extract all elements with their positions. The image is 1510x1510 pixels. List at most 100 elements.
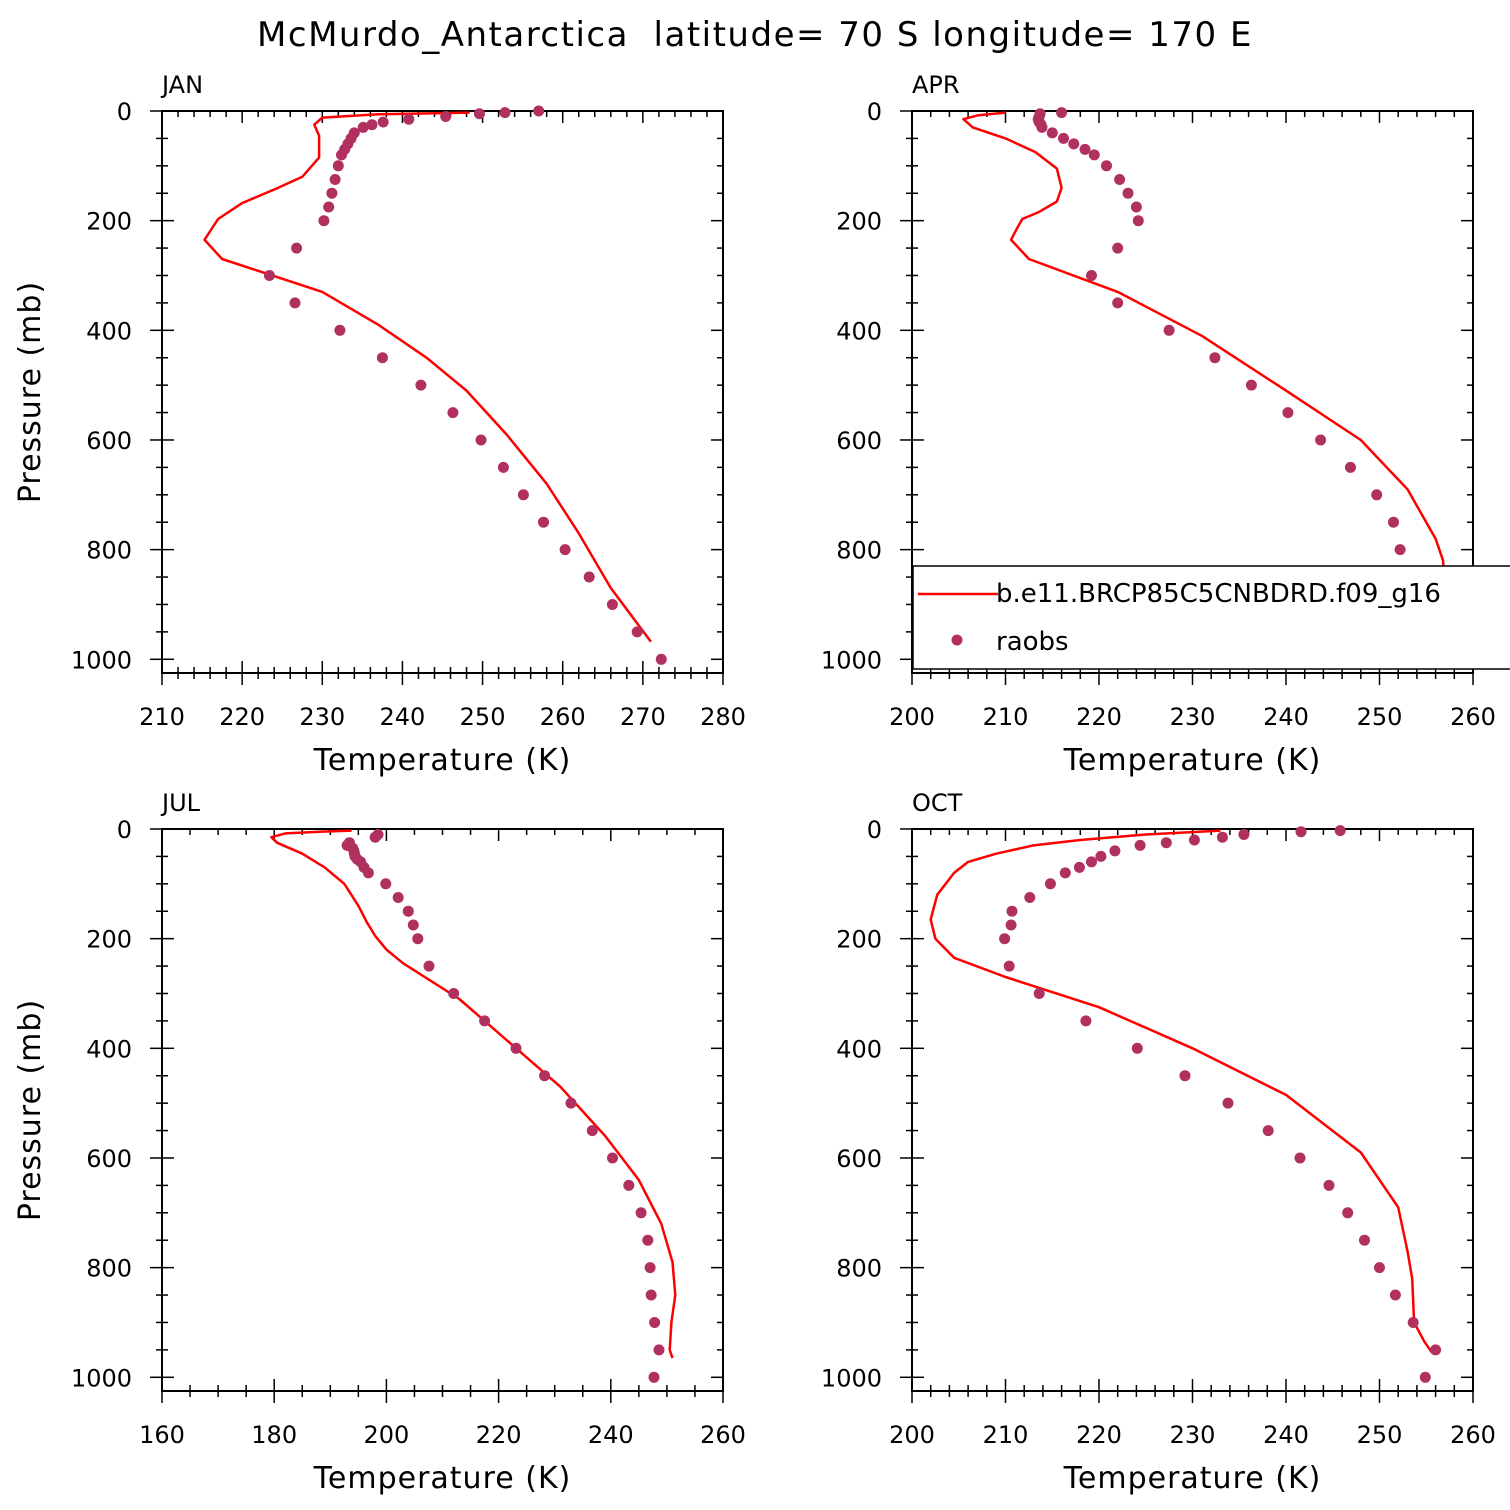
raobs-point: [1407, 1317, 1419, 1328]
raobs-point: [1419, 1371, 1431, 1383]
raobs-point: [336, 149, 347, 161]
raobs-point: [1003, 960, 1015, 972]
raobs-point: [329, 174, 341, 185]
raobs-point: [1132, 215, 1144, 227]
x-tick-label: 260: [540, 703, 586, 731]
raobs-point: [357, 121, 369, 133]
raobs-point: [415, 379, 427, 391]
raobs-point: [318, 215, 330, 227]
x-tick-label: 240: [380, 703, 426, 731]
y-tick-label: 800: [86, 1255, 132, 1283]
y-tick-label: 0: [867, 816, 882, 844]
model-line-oct: [929, 829, 1433, 1354]
y-tick-label: 200: [836, 926, 882, 954]
y-tick-label: 1000: [71, 646, 132, 674]
raobs-point: [1036, 121, 1048, 133]
raobs-point: [479, 1015, 491, 1027]
raobs-point: [263, 270, 275, 281]
raobs-point: [1342, 1207, 1354, 1219]
raobs-point: [1430, 1344, 1442, 1356]
raobs-point: [412, 933, 424, 945]
raobs-point: [1294, 1152, 1306, 1164]
raobs-point: [1295, 826, 1307, 838]
panel-title-oct: OCT: [912, 789, 963, 817]
raobs-point: [473, 108, 485, 120]
y-axis-label: Pressure (mb): [13, 281, 48, 503]
raobs-point: [1114, 174, 1126, 185]
raobs-point: [1073, 861, 1085, 873]
raobs-point: [289, 297, 301, 309]
x-tick-label: 250: [460, 703, 506, 731]
raobs-point: [423, 960, 435, 972]
y-tick-label: 800: [836, 1255, 882, 1283]
raobs-point: [1086, 270, 1097, 281]
raobs-point: [1033, 988, 1045, 999]
raobs-point: [1024, 892, 1036, 903]
y-tick-label: 0: [117, 98, 132, 126]
raobs-point: [392, 892, 404, 903]
x-tick-label: 250: [1357, 703, 1403, 731]
x-axis-label: Temperature (K): [313, 743, 572, 778]
y-tick-label: 1000: [71, 1364, 132, 1392]
raobs-point: [499, 107, 511, 119]
x-tick-label: 250: [1357, 1421, 1403, 1449]
raobs-point: [559, 544, 571, 556]
y-tick-label: 800: [86, 537, 132, 565]
raobs-point: [1080, 1015, 1092, 1027]
raobs-point: [377, 116, 389, 128]
chart-panel-jan: 210 220 230 240 250 260 270 280 0 200 400 600 800 100…: [13, 71, 746, 778]
y-tick-label: 400: [86, 317, 132, 345]
raobs-point: [517, 489, 529, 501]
x-tick-label: 220: [1076, 703, 1122, 731]
x-tick-label: 240: [1263, 703, 1309, 731]
raobs-point: [497, 461, 509, 473]
raobs-point: [1282, 407, 1294, 419]
panels-group: 210 220 230 240 250 260 270 280 0 200 400 600 800 100…: [13, 71, 1496, 1496]
x-tick-label: 260: [1450, 703, 1496, 731]
raobs-point: [1345, 461, 1356, 473]
plot-frame: [161, 828, 724, 1392]
raobs-point: [533, 105, 545, 117]
y-tick-label: 200: [86, 926, 132, 954]
x-tick-label: 220: [219, 703, 265, 731]
raobs-point: [1374, 1262, 1385, 1274]
raobs-point: [1371, 489, 1383, 501]
figure-title: McMurdo_Antarctica latitude= 70 S longit…: [257, 15, 1253, 55]
x-tick-label: 200: [889, 1421, 935, 1449]
raobs-point: [606, 599, 618, 610]
y-tick-label: 1000: [821, 646, 882, 674]
y-tick-label: 200: [86, 208, 132, 236]
panel-title-apr: APR: [912, 71, 960, 99]
model-line-jul: [270, 829, 677, 1359]
raobs-point: [565, 1097, 577, 1109]
chart-panel-jul: 160 180 200 220 240 260 0 200 400 600 800 1000 JUL Te…: [13, 789, 746, 1496]
raobs-point: [645, 1289, 657, 1301]
raobs-point: [1359, 1234, 1370, 1246]
raobs-point: [362, 867, 374, 879]
raobs-point: [1262, 1125, 1274, 1137]
raobs-point: [1394, 544, 1406, 556]
raobs-point: [366, 119, 378, 131]
y-tick-label: 400: [836, 317, 882, 345]
legend: b.e11.BRCP85C5CNBDRD.f09_g16 raobs: [912, 565, 1510, 670]
raobs-point: [623, 1179, 635, 1191]
x-tick-label: 200: [363, 1421, 409, 1449]
x-tick-label: 260: [700, 1421, 746, 1449]
legend-box: [912, 565, 1510, 670]
raobs-point: [334, 324, 346, 336]
x-tick-label: 210: [139, 703, 185, 731]
x-tick-label: 230: [1170, 703, 1216, 731]
x-tick-label: 230: [1170, 1421, 1216, 1449]
plot-frame: [161, 110, 724, 674]
raobs-point: [403, 113, 415, 125]
raobs-point: [1238, 829, 1250, 840]
chart-panel-oct: 200 210 220 230 240 250 260 0 200 400 600 800 1000 OC…: [821, 789, 1496, 1496]
raobs-point: [1163, 324, 1175, 336]
raobs-point: [644, 1262, 656, 1274]
raobs-point: [1222, 1097, 1234, 1109]
x-tick-label: 240: [588, 1421, 634, 1449]
raobs-point: [1112, 297, 1124, 309]
plot-frame: [911, 828, 1474, 1392]
raobs-point: [448, 988, 460, 999]
raobs-point: [1058, 132, 1069, 144]
